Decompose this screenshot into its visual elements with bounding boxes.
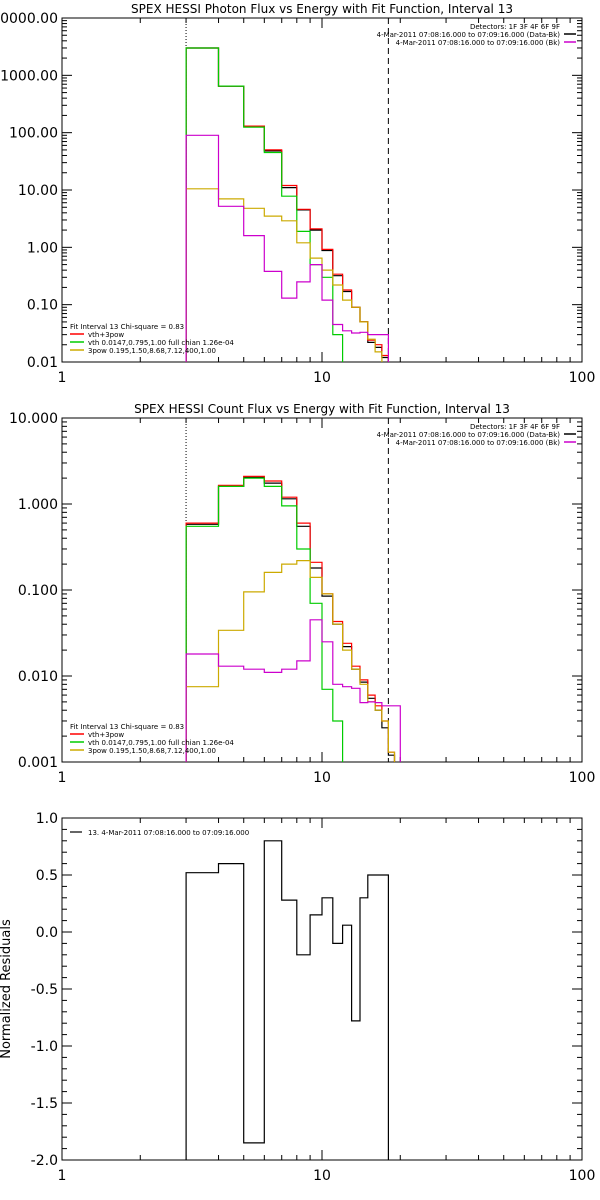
count-flux-panel: SPEX HESSI Count Flux vs Energy with Fit… — [9, 402, 596, 786]
y-tick-label: -1.0 — [31, 1039, 58, 1055]
y-tick-label: 10.00 — [18, 183, 58, 199]
y-tick-label: 0.010 — [18, 669, 58, 685]
y-tick-label: 0.001 — [18, 755, 58, 771]
header-line: Detectors: 1F 3F 4F 6F 9F — [470, 423, 560, 431]
residuals-panel: Normalized Residuals 1 10 100 1.0 0.5 0.0 -0.5 -… — [0, 811, 595, 1184]
fit-info: Fit Interval 13 Chi-square = 0.83 — [70, 323, 184, 331]
x-tick-label: 100 — [569, 1168, 596, 1184]
series-line — [185, 134, 389, 362]
header-line: 4-Mar-2011 07:08:16.000 to 07:09:16.000 … — [396, 439, 561, 447]
x-tick-label: 10 — [313, 370, 331, 386]
legend-label: vth+3pow — [88, 731, 124, 739]
header-line: 4-Mar-2011 07:08:16.000 to 07:09:16.000 … — [377, 431, 561, 439]
y-tick-label: -2.0 — [31, 1153, 58, 1169]
x-tick-label: 1 — [58, 1168, 67, 1184]
y-tick-label: 0.01 — [27, 355, 58, 371]
series-line — [185, 840, 389, 1160]
y-tick-label: 1.00 — [27, 240, 58, 256]
y-axis-label: Normalized Residuals — [0, 919, 14, 1059]
y-tick-label: 1000.00 — [0, 68, 58, 84]
legend-label: 3pow 0.195,1.50,8.68,7.12,400,1.00 — [88, 747, 216, 755]
plot-frame — [61, 817, 583, 1161]
y-tick-label: 0000.00 — [0, 11, 58, 27]
y-tick-label: 0.0 — [36, 925, 58, 941]
header-line: Detectors: 1F 3F 4F 6F 9F — [470, 23, 560, 31]
series-line — [185, 47, 389, 362]
x-tick-label: 1 — [58, 770, 67, 786]
series-group — [185, 47, 389, 362]
y-tick-label: -0.5 — [31, 982, 58, 998]
chart-title: SPEX HESSI Count Flux vs Energy with Fit… — [134, 402, 510, 416]
x-tick-label: 100 — [569, 770, 596, 786]
x-tick-label: 100 — [569, 370, 596, 386]
y-tick-label: 0.5 — [36, 868, 58, 884]
legend-label: 3pow 0.195,1.50,8.68,7.12,400,1.00 — [88, 347, 216, 355]
legend-label: vth 0.0147,0.795,1.00 full chian 1.26e-0… — [88, 339, 234, 347]
header-line: 4-Mar-2011 07:08:16.000 to 07:09:16.000 … — [377, 31, 561, 39]
legend-label: vth+3pow — [88, 331, 124, 339]
y-tick-label: 1.0 — [36, 811, 58, 827]
plot-frame — [61, 17, 583, 363]
y-tick-label: 100.00 — [9, 126, 58, 142]
header-line: 4-Mar-2011 07:08:16.000 to 07:09:16.000 … — [396, 39, 561, 47]
y-tick-label: 10.000 — [9, 411, 58, 427]
photon-flux-panel: SPEX HESSI Photon Flux vs Energy with Fi… — [0, 2, 596, 386]
chart-title: SPEX HESSI Photon Flux vs Energy with Fi… — [131, 2, 513, 16]
y-tick-label: 0.100 — [18, 583, 58, 599]
x-tick-label: 10 — [313, 1168, 331, 1184]
series-line — [185, 560, 396, 762]
series-line — [185, 477, 344, 762]
series-group — [185, 840, 389, 1160]
y-tick-label: -1.5 — [31, 1096, 58, 1112]
x-tick-label: 1 — [58, 370, 67, 386]
fit-info: Fit Interval 13 Chi-square = 0.83 — [70, 723, 184, 731]
legend-label: vth 0.0147,0.795,1.00 full chian 1.26e-0… — [88, 739, 234, 747]
series-line — [185, 47, 389, 362]
legend-label: 13. 4-Mar-2011 07:08:16.000 to 07:09:16.… — [88, 829, 249, 837]
y-tick-label: 1.000 — [18, 497, 58, 513]
x-tick-label: 10 — [313, 770, 331, 786]
series-line — [185, 619, 401, 762]
series-line — [185, 188, 383, 362]
series-group — [185, 475, 401, 762]
y-tick-label: 0.10 — [27, 298, 58, 314]
